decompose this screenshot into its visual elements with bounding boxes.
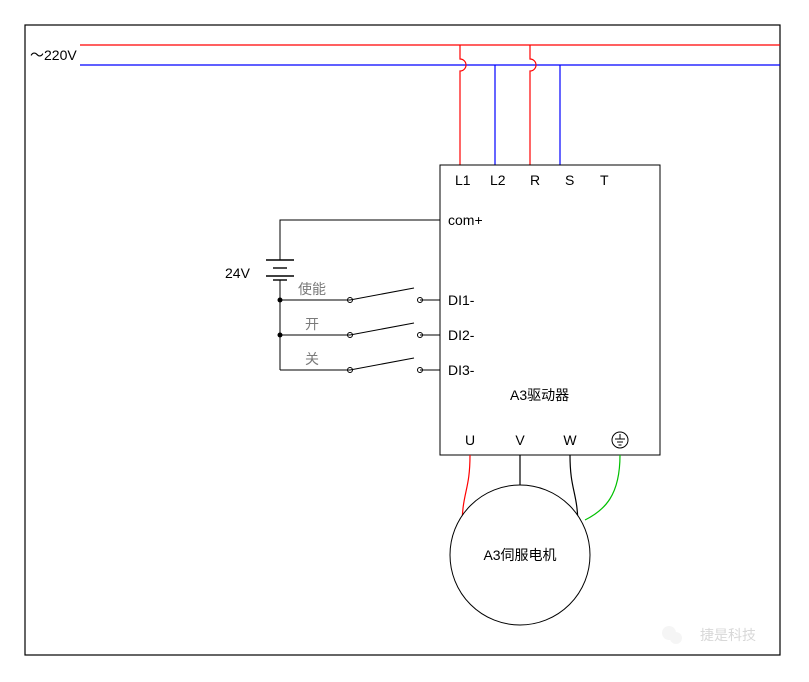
diagram-frame [25, 25, 780, 655]
terminal-s: S [565, 172, 574, 188]
svg-text:捷是科技: 捷是科技 [700, 627, 756, 643]
pin-di1-: DI1- [448, 292, 475, 308]
driver-name-label: A3驱动器 [510, 387, 569, 403]
com-plus-label: com+ [448, 212, 483, 228]
terminal-t: T [600, 172, 609, 188]
di-label-2: 开 [305, 316, 319, 332]
terminal-u: U [465, 432, 475, 448]
di-label-3: 关 [305, 351, 319, 367]
supply-label: ～220V [30, 47, 77, 63]
dc24-supply [266, 220, 440, 370]
motor-label: A3伺服电机 [483, 547, 556, 563]
terminal-v: V [515, 432, 525, 448]
watermark: 捷是科技 [662, 626, 756, 644]
dc24-label: 24V [225, 265, 251, 281]
driver-box [440, 165, 660, 455]
pin-di2-: DI2- [448, 327, 475, 343]
di-label-1: 使能 [298, 281, 326, 297]
terminal-r: R [530, 172, 540, 188]
pin-di3-: DI3- [448, 362, 475, 378]
ac-drop-wires [460, 45, 560, 165]
terminal-l2: L2 [490, 172, 506, 188]
terminal-w: W [563, 432, 577, 448]
terminal-l1: L1 [455, 172, 471, 188]
